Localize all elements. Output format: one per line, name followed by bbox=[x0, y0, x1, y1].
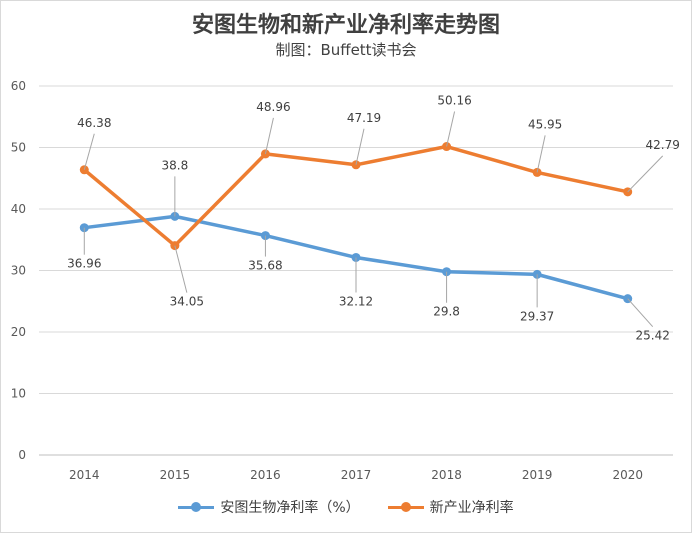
data-label: 36.96 bbox=[67, 257, 101, 271]
data-label: 38.8 bbox=[161, 158, 188, 172]
data-label: 50.16 bbox=[437, 94, 471, 108]
y-tick-label: 10 bbox=[11, 387, 26, 401]
leader-line bbox=[264, 117, 274, 155]
x-tick-label: 2019 bbox=[522, 468, 553, 482]
x-tick-label: 2014 bbox=[69, 468, 100, 482]
x-tick-label: 2020 bbox=[612, 468, 643, 482]
x-tick-label: 2016 bbox=[250, 468, 281, 482]
y-tick-label: 50 bbox=[11, 141, 26, 155]
leader-line bbox=[446, 111, 456, 147]
data-label: 35.68 bbox=[248, 259, 282, 273]
chart-title: 安图生物和新产业净利率走势图 bbox=[191, 12, 500, 38]
leader-line bbox=[627, 155, 664, 193]
legend-swatch-series-2 bbox=[387, 501, 424, 513]
legend-label-series-2: 新产业净利率 bbox=[429, 500, 514, 516]
data-label: 32.12 bbox=[339, 294, 373, 308]
y-tick-label: 0 bbox=[18, 448, 26, 462]
chart-subtitle: 制图：Buffett读书会 bbox=[275, 41, 417, 59]
legend-swatch-series-1 bbox=[178, 501, 215, 513]
y-tick-label: 30 bbox=[11, 264, 26, 278]
data-label: 45.95 bbox=[528, 117, 562, 131]
y-tick-label: 40 bbox=[11, 202, 26, 216]
legend: 安图生物净利率（%） 新产业净利率 bbox=[1, 497, 691, 517]
x-tick-label: 2018 bbox=[431, 468, 462, 482]
legend-item-series-1: 安图生物净利率（%） bbox=[178, 497, 360, 517]
data-label: 29.37 bbox=[520, 309, 554, 323]
leader-line bbox=[83, 133, 95, 170]
leader-line bbox=[627, 298, 654, 328]
data-label: 34.05 bbox=[170, 295, 204, 309]
legend-label-series-1: 安图生物净利率（%） bbox=[220, 500, 360, 516]
leader-line bbox=[174, 245, 188, 293]
legend-item-series-2: 新产业净利率 bbox=[387, 497, 514, 517]
data-label: 29.8 bbox=[433, 305, 460, 319]
data-label: 25.42 bbox=[636, 329, 670, 343]
data-label: 42.79 bbox=[646, 138, 680, 152]
leader-line bbox=[536, 135, 546, 173]
leader-line bbox=[355, 128, 365, 165]
x-tick-label: 2017 bbox=[341, 468, 372, 482]
data-label: 47.19 bbox=[347, 111, 381, 125]
y-tick-label: 20 bbox=[11, 325, 26, 339]
data-label: 46.38 bbox=[77, 116, 111, 130]
y-tick-label: 60 bbox=[11, 79, 26, 93]
x-tick-label: 2015 bbox=[160, 468, 191, 482]
data-label: 48.96 bbox=[256, 100, 290, 114]
